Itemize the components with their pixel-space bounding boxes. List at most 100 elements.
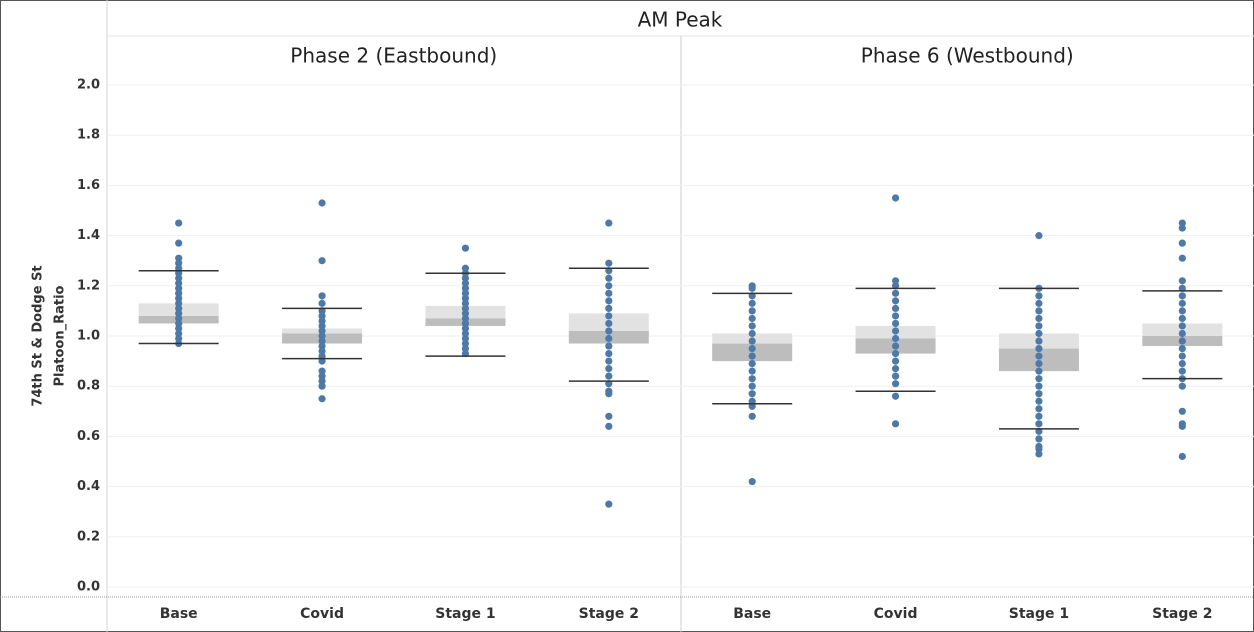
data-point	[1035, 232, 1043, 240]
data-point	[1035, 329, 1043, 338]
data-point	[605, 259, 613, 267]
data-point	[605, 319, 613, 328]
data-point	[1035, 382, 1043, 390]
x-tick-label: Stage 2	[1152, 606, 1212, 622]
data-point	[1178, 367, 1186, 375]
x-tick-label: Covid	[300, 606, 344, 622]
data-point	[748, 412, 756, 420]
data-point	[1035, 299, 1043, 307]
data-point	[175, 294, 183, 302]
data-point	[1178, 307, 1186, 315]
data-point	[1035, 375, 1043, 383]
data-point	[748, 344, 756, 353]
data-point	[1178, 224, 1186, 232]
data-point	[461, 289, 470, 297]
data-point	[318, 317, 326, 325]
data-point	[891, 297, 900, 305]
data-point	[461, 274, 470, 282]
data-point	[175, 329, 183, 338]
data-point	[461, 244, 470, 252]
box-upper	[1142, 323, 1223, 336]
data-point	[461, 319, 470, 328]
y-tick-label: 2.0	[77, 78, 100, 93]
data-point	[175, 239, 183, 247]
data-point	[318, 337, 326, 345]
data-point	[748, 375, 756, 383]
data-point	[318, 382, 326, 390]
chart-title: AM Peak	[638, 8, 723, 32]
x-tick-label: Covid	[874, 606, 918, 622]
data-point	[605, 390, 613, 398]
x-tick-label: Base	[160, 606, 198, 622]
data-point	[1178, 344, 1186, 353]
data-point	[748, 390, 756, 398]
data-point	[1178, 337, 1186, 345]
x-tick-label: Base	[733, 606, 771, 622]
y-tick-label: 1.0	[77, 329, 100, 344]
data-point	[175, 259, 183, 267]
data-point	[1035, 344, 1043, 353]
data-point	[891, 312, 900, 320]
panel-title: Phase 6 (Westbound)	[861, 44, 1074, 68]
data-point	[605, 422, 613, 430]
data-point	[461, 284, 470, 292]
panel-title: Phase 2 (Eastbound)	[290, 44, 497, 68]
data-point	[748, 307, 756, 315]
data-point	[1178, 360, 1186, 368]
y-tick-label: 1.6	[77, 178, 100, 193]
data-point	[318, 347, 326, 355]
data-point	[461, 304, 470, 312]
data-point	[318, 257, 326, 265]
data-point	[461, 294, 470, 302]
y-tick-label: 0.2	[77, 529, 100, 544]
data-point	[1178, 292, 1186, 300]
data-point	[605, 372, 613, 380]
data-point	[1178, 382, 1186, 390]
data-point	[605, 304, 613, 312]
data-point	[748, 382, 756, 390]
data-point	[605, 334, 613, 343]
data-point	[1178, 314, 1186, 323]
data-point	[1178, 452, 1186, 461]
data-point	[1035, 412, 1043, 420]
data-point	[748, 337, 756, 345]
data-point	[318, 395, 326, 403]
data-point	[461, 339, 470, 348]
data-point	[1035, 435, 1043, 443]
data-point	[461, 329, 470, 338]
data-point	[1178, 299, 1186, 307]
data-point	[1035, 307, 1043, 315]
data-point	[891, 277, 900, 285]
y-tick-label: 1.4	[77, 228, 100, 243]
data-point	[318, 332, 326, 340]
data-point	[175, 289, 183, 297]
data-point	[748, 367, 756, 375]
data-point	[1178, 254, 1186, 262]
data-point	[461, 264, 470, 272]
data-point	[1035, 450, 1043, 458]
data-point	[461, 334, 470, 343]
data-point	[748, 322, 756, 330]
data-point	[1178, 329, 1186, 338]
data-point	[891, 365, 900, 373]
data-point	[748, 329, 756, 338]
data-point	[1178, 352, 1186, 360]
data-point	[175, 319, 183, 328]
data-point	[461, 314, 470, 323]
data-point	[605, 365, 613, 373]
data-point	[1178, 422, 1186, 430]
box-lower	[712, 343, 793, 362]
data-point	[318, 377, 326, 385]
x-tick-label: Stage 2	[579, 606, 639, 622]
data-point	[605, 274, 613, 282]
data-point	[891, 372, 900, 380]
data-point	[605, 357, 613, 365]
data-point	[175, 324, 183, 333]
data-point	[318, 312, 326, 320]
data-point	[605, 500, 613, 508]
data-point	[748, 299, 756, 307]
data-point	[605, 282, 613, 290]
data-point	[605, 289, 613, 297]
data-point	[605, 342, 613, 350]
